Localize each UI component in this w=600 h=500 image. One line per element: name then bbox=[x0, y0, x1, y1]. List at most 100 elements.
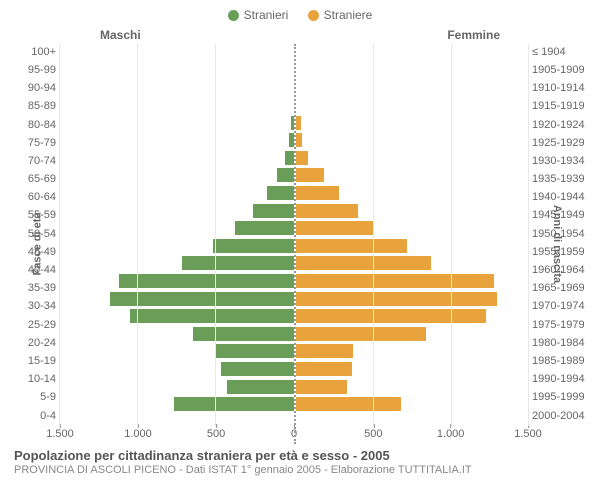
legend-swatch-male bbox=[228, 10, 239, 21]
y-axis-label-right: Anni di nascita bbox=[551, 204, 563, 282]
x-tick: 1.000 bbox=[124, 428, 152, 440]
birth-year-label: 1905-1909 bbox=[532, 62, 590, 80]
birth-year-label: 1925-1929 bbox=[532, 134, 590, 152]
legend-swatch-female bbox=[308, 10, 319, 21]
age-group-label: 25-29 bbox=[10, 316, 56, 334]
x-tick: 1.500 bbox=[514, 428, 542, 440]
bar-male bbox=[235, 221, 294, 235]
bar-row-male bbox=[60, 325, 294, 343]
bar-row-male bbox=[60, 360, 294, 378]
age-group-label: 10-14 bbox=[10, 371, 56, 389]
grid-line bbox=[528, 44, 529, 426]
birth-year-label: 1995-1999 bbox=[532, 389, 590, 407]
bar-row-female bbox=[296, 325, 528, 343]
female-bars-panel: 5001.0001.500 bbox=[294, 44, 528, 444]
bar-male bbox=[193, 327, 294, 341]
age-group-label: 5-9 bbox=[10, 389, 56, 407]
x-axis-left: 1.5001.0005000 bbox=[60, 426, 294, 444]
bar-row-female bbox=[296, 360, 528, 378]
bar-row-male bbox=[60, 395, 294, 413]
gender-headers: Maschi Femmine bbox=[10, 28, 590, 42]
bar-female bbox=[296, 327, 426, 341]
bar-female bbox=[296, 221, 373, 235]
bar-female bbox=[296, 239, 407, 253]
birth-year-label: 1930-1934 bbox=[532, 153, 590, 171]
bar-row-male bbox=[60, 44, 294, 62]
grid-line bbox=[59, 44, 60, 426]
bar-female bbox=[296, 168, 324, 182]
age-group-label: 100+ bbox=[10, 44, 56, 62]
bar-row-female bbox=[296, 343, 528, 361]
birth-year-label: 1920-1924 bbox=[532, 116, 590, 134]
age-group-label: 80-84 bbox=[10, 116, 56, 134]
age-group-label: 15-19 bbox=[10, 353, 56, 371]
bar-row-female bbox=[296, 219, 528, 237]
birth-year-label: 1910-1914 bbox=[532, 80, 590, 98]
chart-footer: Popolazione per cittadinanza straniera p… bbox=[10, 448, 590, 476]
x-axis-right: 5001.0001.500 bbox=[296, 426, 528, 444]
bar-row-male bbox=[60, 61, 294, 79]
bar-row-male bbox=[60, 272, 294, 290]
bar-row-female bbox=[296, 131, 528, 149]
population-pyramid-chart: Stranieri Straniere Maschi Femmine Fasce… bbox=[0, 0, 600, 500]
bar-female bbox=[296, 204, 358, 218]
age-group-label: 20-24 bbox=[10, 335, 56, 353]
birth-year-label: 1915-1919 bbox=[532, 98, 590, 116]
age-group-label: 75-79 bbox=[10, 134, 56, 152]
bar-row-male bbox=[60, 378, 294, 396]
bar-female bbox=[296, 151, 308, 165]
bar-row-male bbox=[60, 167, 294, 185]
age-group-label: 35-39 bbox=[10, 280, 56, 298]
bar-row-female bbox=[296, 202, 528, 220]
age-group-label: 60-64 bbox=[10, 189, 56, 207]
bar-row-female bbox=[296, 272, 528, 290]
chart-subtitle: PROVINCIA DI ASCOLI PICENO - Dati ISTAT … bbox=[14, 464, 590, 476]
bar-row-female bbox=[296, 61, 528, 79]
header-female: Femmine bbox=[447, 28, 500, 42]
bar-female bbox=[296, 362, 352, 376]
bar-row-male bbox=[60, 290, 294, 308]
bar-row-male bbox=[60, 202, 294, 220]
x-tick: 500 bbox=[207, 428, 225, 440]
bar-row-male bbox=[60, 255, 294, 273]
bar-row-female bbox=[296, 378, 528, 396]
bar-male bbox=[174, 397, 294, 411]
bar-male bbox=[253, 204, 294, 218]
x-tick: 1.500 bbox=[46, 428, 74, 440]
legend: Stranieri Straniere bbox=[10, 8, 590, 24]
bar-female bbox=[296, 292, 497, 306]
legend-label-female: Straniere bbox=[324, 8, 373, 22]
bar-row-male bbox=[60, 149, 294, 167]
bar-row-male bbox=[60, 219, 294, 237]
bar-row-female bbox=[296, 184, 528, 202]
grid-line bbox=[215, 44, 216, 426]
bar-female bbox=[296, 397, 401, 411]
bar-row-male bbox=[60, 131, 294, 149]
bar-row-female bbox=[296, 114, 528, 132]
bar-female bbox=[296, 186, 339, 200]
age-group-label: 0-4 bbox=[10, 407, 56, 425]
age-group-label: 65-69 bbox=[10, 171, 56, 189]
age-group-label: 30-34 bbox=[10, 298, 56, 316]
grid-line bbox=[373, 44, 374, 426]
bar-male bbox=[119, 274, 294, 288]
bar-male bbox=[130, 309, 294, 323]
bar-female bbox=[296, 380, 347, 394]
bar-row-female bbox=[296, 237, 528, 255]
legend-male: Stranieri bbox=[228, 8, 289, 22]
bar-male bbox=[182, 256, 294, 270]
y-axis-label-left: Fasce di età bbox=[31, 212, 43, 275]
bar-female bbox=[296, 256, 431, 270]
bar-male bbox=[285, 151, 294, 165]
bar-row-female bbox=[296, 290, 528, 308]
bar-row-female bbox=[296, 255, 528, 273]
birth-year-label: 1935-1939 bbox=[532, 171, 590, 189]
bar-row-male bbox=[60, 237, 294, 255]
birth-year-label: 1990-1994 bbox=[532, 371, 590, 389]
age-group-label: 70-74 bbox=[10, 153, 56, 171]
bar-row-female bbox=[296, 149, 528, 167]
legend-female: Straniere bbox=[308, 8, 373, 22]
bar-row-female bbox=[296, 96, 528, 114]
age-group-label: 95-99 bbox=[10, 62, 56, 80]
bar-row-male bbox=[60, 343, 294, 361]
